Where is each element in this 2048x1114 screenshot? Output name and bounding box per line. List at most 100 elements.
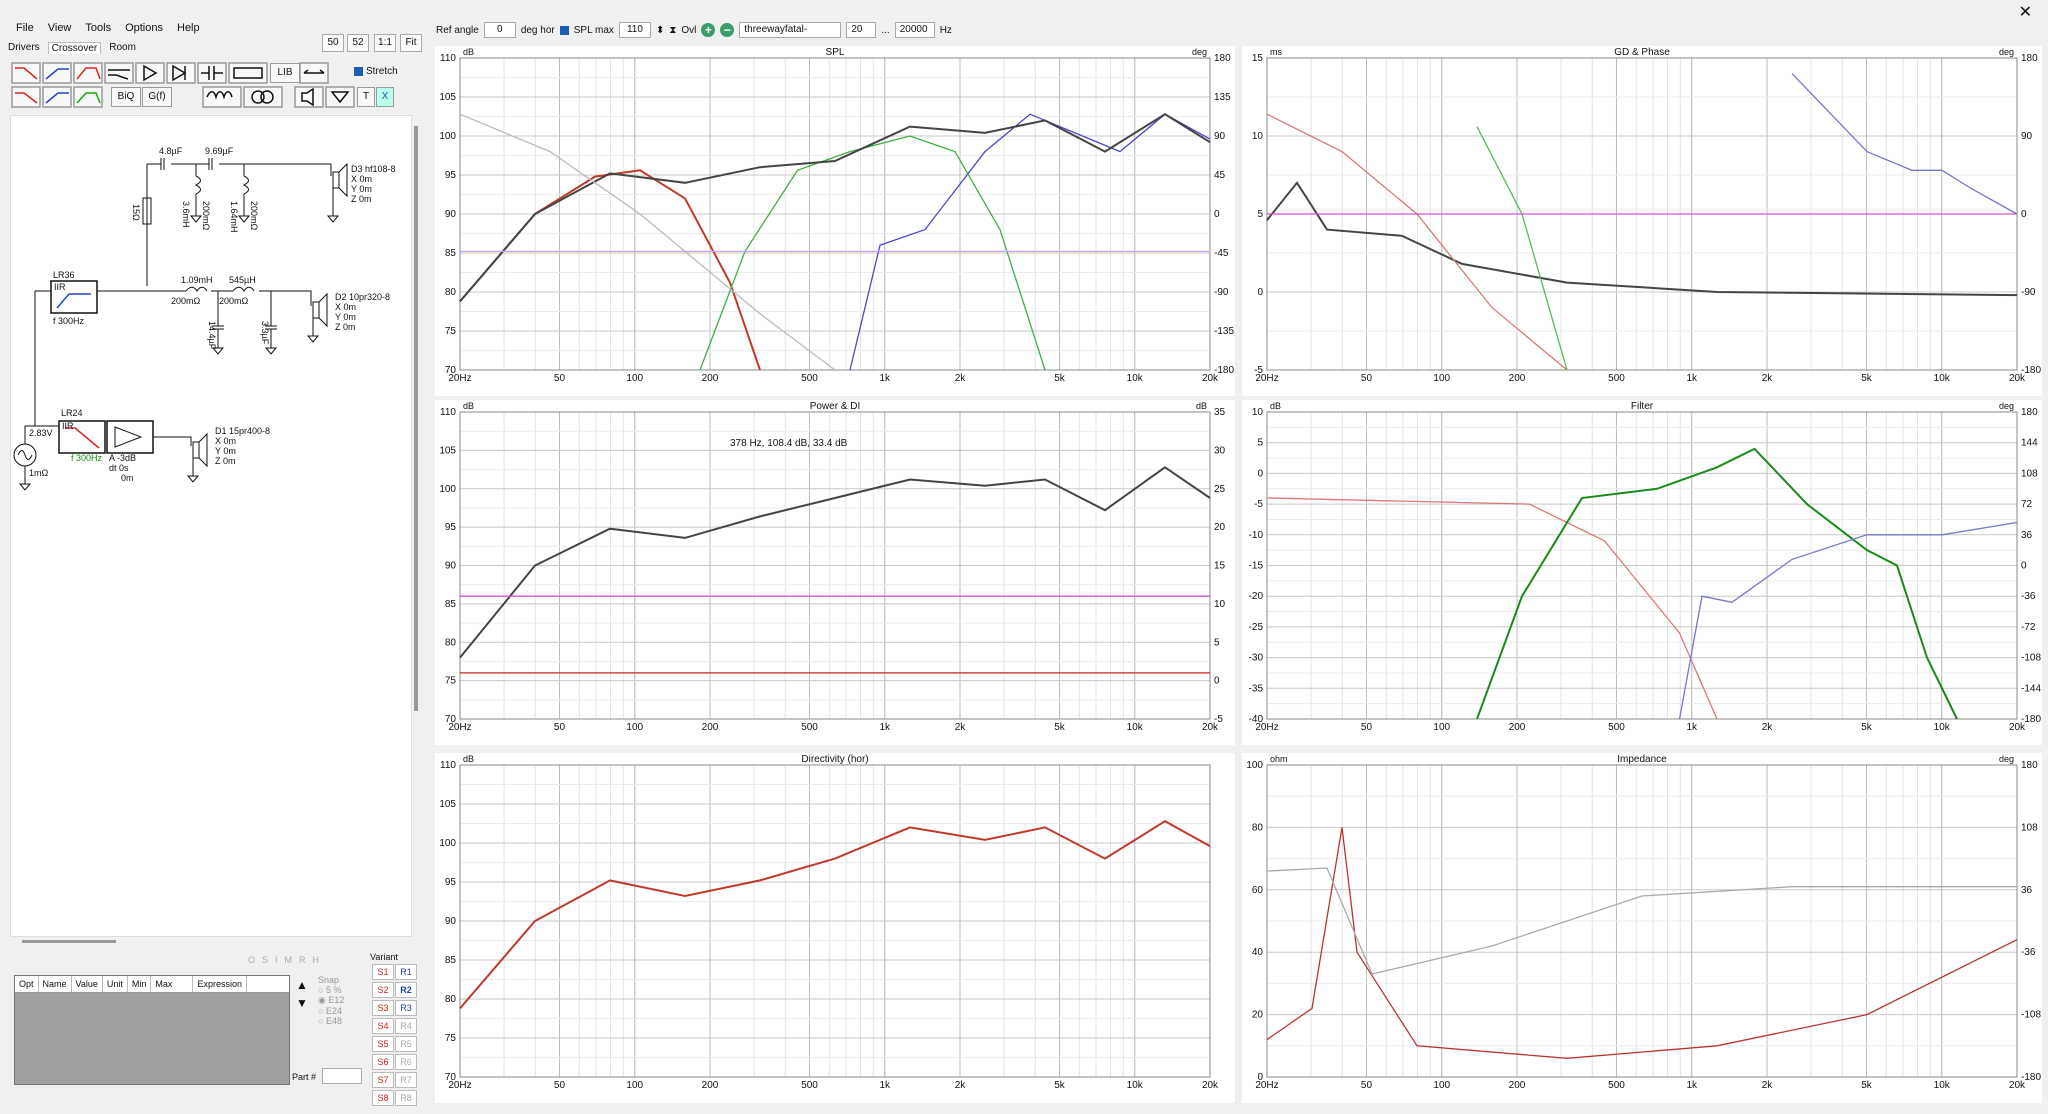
- variant-s3[interactable]: S3: [372, 1000, 394, 1016]
- res-r1-label: 15Ω: [131, 204, 141, 221]
- h-button[interactable]: H: [312, 955, 320, 965]
- filter-chart[interactable]: 20Hz 50 100 200 500 1k 2k 5k 10k 20k 10 5 0 -5 -10 -15-…: [1242, 400, 2042, 745]
- parameter-table[interactable]: Opt Name Value Unit Min Max Expression: [14, 975, 290, 1085]
- schematic-hscroll[interactable]: [22, 940, 116, 943]
- y2-tick-label: -144: [2021, 683, 2041, 694]
- snap-e48-label: E48: [325, 1016, 342, 1026]
- ref-angle-input[interactable]: 0: [483, 22, 516, 38]
- tab-crossover[interactable]: Crossover: [47, 42, 102, 54]
- t-button[interactable]: T: [357, 87, 375, 107]
- cap-c2-label: 9.69µF: [205, 146, 234, 156]
- zoom-1to1-button[interactable]: 1:1: [374, 34, 396, 52]
- trace-line: [459, 113, 1211, 303]
- zoom-fit-button[interactable]: Fit: [400, 34, 422, 52]
- left-unit-label: ohm: [1270, 754, 1288, 764]
- y-tick-label: 80: [1252, 822, 1264, 833]
- gf-button[interactable]: G(f): [142, 87, 172, 107]
- x-tick-label: 2k: [1762, 373, 1774, 384]
- y-tick-label: 80: [445, 637, 457, 648]
- x-button[interactable]: X: [376, 87, 394, 107]
- power-plot: 20Hz 50 100 200 500 1k 2k 5k 10k 20k1101051009590…: [439, 401, 1226, 733]
- i-button[interactable]: I: [275, 955, 278, 965]
- impedance-chart[interactable]: 20Hz 50 100 200 500 1k 2k 5k 10k 20k 100 80 60 40 20 0 1…: [1242, 753, 2042, 1103]
- x-tick-label: 200: [702, 722, 719, 733]
- col-min: Min: [128, 976, 152, 992]
- y-tick-label: 95: [445, 522, 457, 533]
- o-button[interactable]: O: [248, 955, 256, 965]
- zoom-52-button[interactable]: 52: [347, 34, 369, 52]
- menu-tools[interactable]: Tools: [85, 22, 112, 34]
- variant-s6[interactable]: S6: [372, 1054, 394, 1070]
- part-number-input[interactable]: [322, 1068, 362, 1084]
- y2-tick-label: 15: [1214, 561, 1226, 572]
- variant-r4[interactable]: R4: [395, 1018, 417, 1034]
- library-button[interactable]: LIB: [270, 63, 300, 83]
- variant-r3[interactable]: R3: [395, 1000, 417, 1016]
- spl-chart[interactable]: 20Hz 50 100 200 500 1k 2k 5k 10k 20k 110 105 100 95 90…: [435, 46, 1235, 396]
- variant-s4[interactable]: S4: [372, 1018, 394, 1034]
- snap-e12[interactable]: ◉ E12: [318, 995, 345, 1005]
- variant-s7[interactable]: S7: [372, 1072, 394, 1088]
- spin-icon[interactable]: ⬍: [655, 24, 665, 36]
- y2-tick-label: 72: [2021, 499, 2033, 510]
- schematic-vscroll[interactable]: [414, 126, 418, 711]
- m-button[interactable]: M: [284, 955, 293, 965]
- snap-e24[interactable]: ○ E24: [318, 1006, 342, 1016]
- x-tick-label: 1k: [1686, 373, 1698, 384]
- freq-high-input[interactable]: 20000: [894, 22, 935, 38]
- variant-r8[interactable]: R8: [395, 1090, 417, 1106]
- y-tick-label: 75: [445, 1033, 457, 1044]
- x-tick-label: 20Hz: [448, 373, 471, 384]
- menu-file[interactable]: File: [16, 22, 34, 34]
- table-down-icon[interactable]: ▼: [296, 996, 308, 1010]
- menu-view[interactable]: View: [47, 22, 72, 34]
- variant-s8[interactable]: S8: [372, 1090, 394, 1106]
- menu-options[interactable]: Options: [125, 22, 163, 34]
- y-tick-label: -25: [1249, 622, 1264, 633]
- tab-drivers[interactable]: Drivers: [8, 42, 40, 53]
- stretch-checkbox[interactable]: Stretch: [354, 66, 398, 77]
- variant-r6[interactable]: R6: [395, 1054, 417, 1070]
- crossover-schematic[interactable]: 4.8µF 9.69µF 3.6mH 200mΩ 1.64mH 200mΩ 15…: [10, 115, 412, 937]
- snap-5pct[interactable]: ○ 5 %: [318, 985, 342, 995]
- spl-max-checkbox[interactable]: [559, 25, 569, 35]
- hourglass-icon[interactable]: ⧗: [669, 24, 677, 36]
- s-button[interactable]: S: [262, 955, 269, 965]
- variant-s5[interactable]: S5: [372, 1036, 394, 1052]
- directivity-chart[interactable]: 20Hz 50 100 200 500 1k 2k 5k 10k 20k 110 105 100 95 90…: [435, 753, 1235, 1103]
- lr36-freq: f 300Hz: [53, 316, 85, 326]
- remove-icon[interactable]: −: [720, 23, 735, 37]
- y2-tick-label: 180: [1214, 53, 1231, 64]
- close-icon[interactable]: ✕: [2018, 4, 2032, 21]
- add-icon[interactable]: +: [701, 23, 716, 37]
- zoom-50-button[interactable]: 50: [322, 34, 344, 52]
- biquad-button[interactable]: BiQ: [111, 87, 141, 107]
- r-button[interactable]: R: [299, 955, 306, 965]
- power-di-chart[interactable]: 20Hz 50 100 200 500 1k 2k 5k 10k 20k 110 105 100 95 90…: [435, 400, 1235, 745]
- variant-r1[interactable]: R1: [395, 964, 417, 980]
- project-name-field[interactable]: threewayfatal-passiveX: [739, 22, 842, 38]
- y-tick-label: 95: [445, 877, 457, 888]
- spl-max-input[interactable]: 110: [618, 22, 651, 38]
- variant-r2[interactable]: R2: [395, 982, 417, 998]
- variant-s2[interactable]: S2: [372, 982, 394, 998]
- menu-help[interactable]: Help: [177, 22, 200, 34]
- variant-r5[interactable]: R5: [395, 1036, 417, 1052]
- snap-e48[interactable]: ○ E48: [318, 1016, 342, 1026]
- y-tick-label: 90: [445, 916, 457, 927]
- x-tick-label: 20k: [1202, 373, 1219, 384]
- tab-room[interactable]: Room: [109, 42, 136, 53]
- y-tick-label: -40: [1249, 714, 1264, 725]
- table-up-icon[interactable]: ▲: [296, 978, 308, 992]
- driver-d2-y: Y 0m: [335, 312, 356, 322]
- component-icons[interactable]: [10, 62, 430, 110]
- variant-r7[interactable]: R7: [395, 1072, 417, 1088]
- ind-l1-label: 3.6mH: [181, 201, 191, 228]
- x-tick-label: 500: [801, 722, 818, 733]
- freq-low-input[interactable]: 20: [846, 22, 877, 38]
- x-tick-label: 20k: [2009, 373, 2026, 384]
- variant-s1[interactable]: S1: [372, 964, 394, 980]
- x-tick-label: 50: [1361, 373, 1373, 384]
- driver-d1-y: Y 0m: [215, 446, 236, 456]
- gd-phase-chart[interactable]: 20Hz 50 100 200 500 1k 2k 5k 10k 20k 15 10 5 0 -5 180 90…: [1242, 46, 2042, 396]
